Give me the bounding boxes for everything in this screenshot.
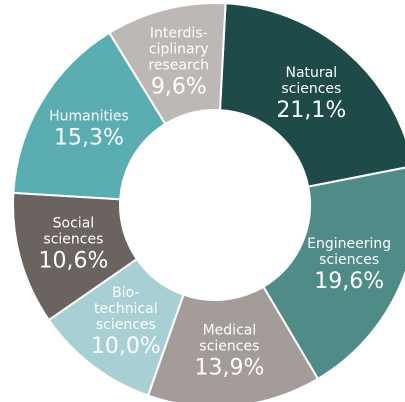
value-label: 13,9% [194, 355, 264, 380]
value-label: 15,3% [54, 125, 124, 150]
segment-label: sciences [199, 338, 259, 354]
segment-label: sciences [281, 81, 341, 97]
value-label: 19,6% [314, 269, 384, 294]
segment-label: research [148, 58, 209, 74]
segment-label: ciplinary [149, 42, 209, 58]
segment-label: Social [53, 216, 95, 232]
donut-segment [12, 31, 167, 201]
segment-label: sciences [43, 232, 103, 248]
segment-label: sciences [319, 252, 379, 268]
value-label: 10,0% [91, 334, 161, 359]
donut-segment [218, 2, 405, 188]
donut-segment [262, 166, 405, 381]
segment-label: sciences [96, 317, 156, 333]
segment-label: Interdis- [150, 26, 208, 42]
donut-segment [108, 2, 227, 126]
segment-label: Humanities [49, 108, 129, 124]
value-label: 21,1% [276, 98, 346, 123]
segment-label: Engineering [307, 236, 391, 252]
segment-label: Bio- [112, 285, 139, 301]
value-label: 10,6% [38, 249, 108, 274]
segment-label: Medical [203, 322, 257, 338]
segment-label: technical [94, 301, 158, 317]
segment-label: Natural [286, 65, 338, 81]
value-label: 9,6% [151, 75, 207, 100]
